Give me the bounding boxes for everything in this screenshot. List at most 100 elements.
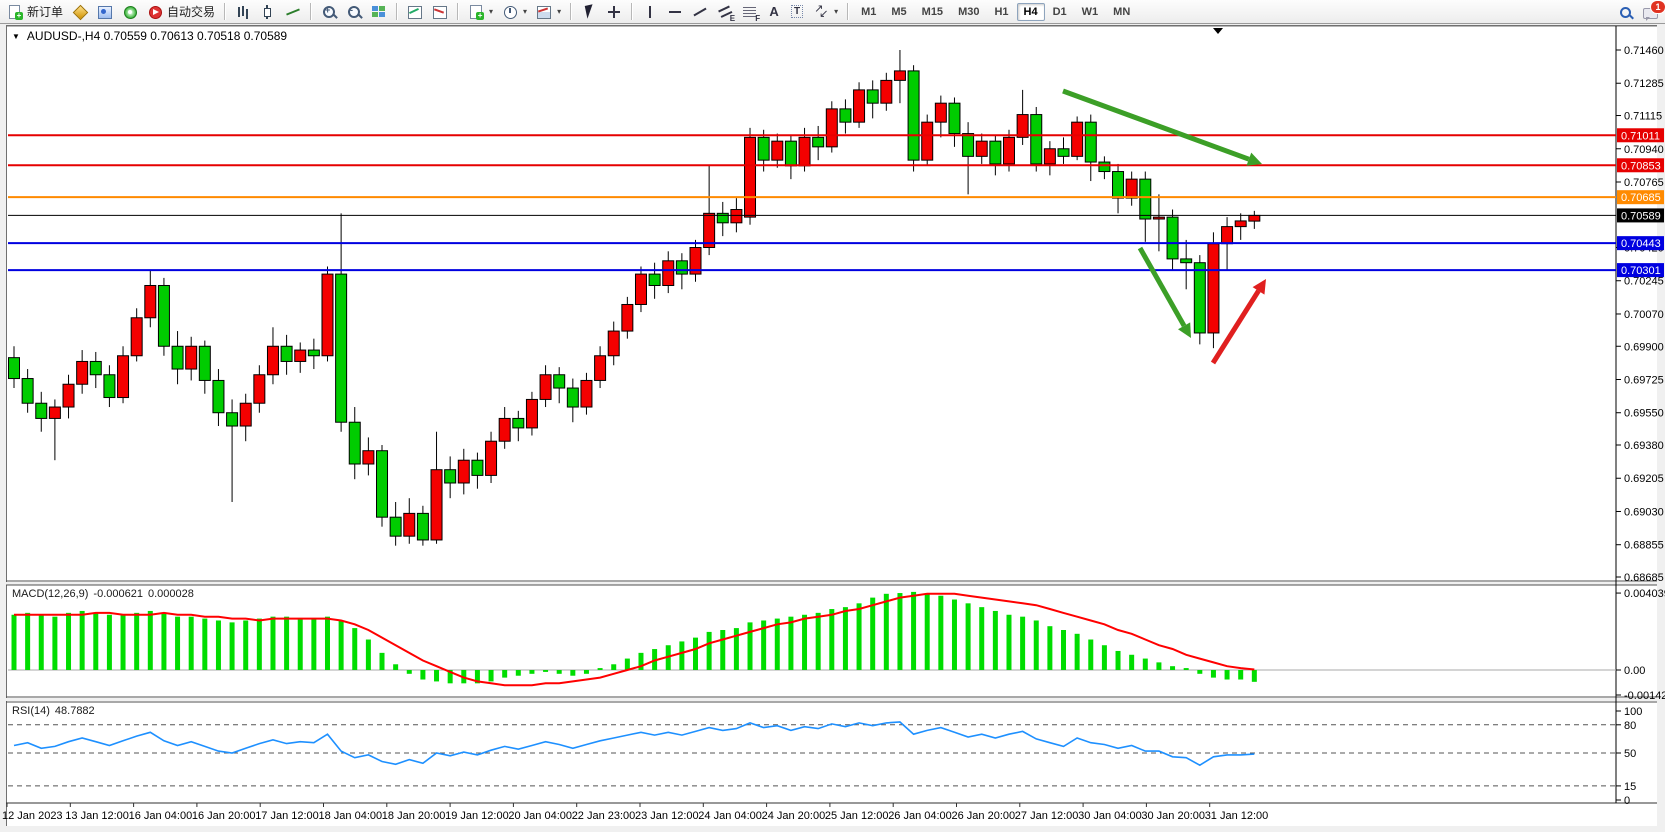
autotrading-label: 自动交易 [167,5,216,19]
crosshair-tool-button[interactable] [602,2,626,22]
macd-histogram-bar [38,614,44,670]
signals-button[interactable] [118,2,142,22]
panel-splitter[interactable] [6,582,1657,585]
candle [1207,243,1220,334]
candle [662,260,675,286]
arrow-shaft [1137,246,1187,328]
vertical-line-tool[interactable] [638,2,662,22]
search-button[interactable] [1613,2,1637,22]
candle [975,140,988,157]
autotrading-button[interactable]: 自动交易 [143,2,219,22]
bar-chart-button[interactable] [231,2,255,22]
candle [144,284,157,319]
trend-arrow[interactable] [1210,279,1266,365]
zoom-out-button[interactable]: - [342,2,366,22]
macd-histogram-bar [215,620,221,670]
candle [825,108,838,148]
time-tick-label: 18 Jan 04:00 [319,810,383,822]
candle [907,70,920,161]
price-tick-label: 0.70765 [1624,177,1664,189]
arrows-tool-dropdown[interactable]: ▾ [809,2,842,22]
scroll-anchor-icon[interactable] [1213,28,1223,34]
tab-timeframe-M5[interactable]: M5 [884,3,913,21]
chart-surface[interactable] [6,25,1657,826]
candle [321,273,334,357]
zoom-in-button[interactable]: + [317,2,341,22]
price-label-box [1617,128,1664,143]
label-tool-icon: T [791,5,804,18]
macd-histogram-bar [1197,670,1203,674]
horizontal-line-tool[interactable] [663,2,687,22]
macd-tick-label: 0.004039 [1624,588,1665,600]
macd-histogram-bar [202,618,208,670]
market-watch-icon [97,4,113,20]
macd-histogram-bar [992,610,998,670]
macd-histogram-bar [120,614,126,670]
candle [130,317,143,357]
tile-windows-button[interactable] [367,2,391,22]
price-label-box [1617,158,1664,173]
indicator-list-button[interactable] [428,2,452,22]
tab-timeframe-D1[interactable]: D1 [1046,3,1074,21]
macd-histogram-bar [1006,614,1012,670]
tab-timeframe-M1[interactable]: M1 [854,3,883,21]
arrow-shaft [1062,88,1250,162]
time-tick-label: 25 Jan 12:00 [825,810,889,822]
tab-timeframe-H1[interactable]: H1 [987,3,1015,21]
timeframe-bar: M1 M5 M15 M30 H1 H4 D1 W1 MN [854,2,1137,21]
candle [1098,161,1111,173]
chat-icon [1642,4,1658,21]
fibonacci-icon: F [742,4,760,23]
candle [403,512,416,537]
macd-histogram-bar [434,670,440,682]
panel-splitter[interactable] [6,698,1657,701]
chart-title-bar: ▼ AUDUSD-,H4 0.70559 0.70613 0.70518 0.7… [12,29,287,43]
candle [812,136,825,148]
period-dropdown[interactable]: ▾ [498,2,531,22]
macd-tick-label: -0.001424 [1624,690,1665,702]
label-tool[interactable]: T [786,2,808,22]
fibonacci-tool[interactable]: F [738,2,762,23]
market-watch-button[interactable] [93,2,117,22]
time-tick-label: 16 Jan 04:00 [129,810,193,822]
channel-tool[interactable]: E [713,2,737,23]
candle [376,450,389,518]
zoom-in-icon: + [321,4,337,20]
search-icon [1617,4,1633,20]
new-chart-dropdown[interactable]: ▾ [464,2,497,22]
arrow-shaft [1210,289,1261,365]
new-order-button[interactable]: 新订单 [3,2,67,22]
template-dropdown[interactable]: ▾ [532,2,565,22]
candle [989,140,1002,165]
macd-histogram-bar [406,670,412,674]
candlestick-chart-button[interactable] [256,2,280,22]
clock-icon [502,4,518,20]
macd-histogram-bar [624,658,630,670]
new-order-label: 新订单 [27,5,64,19]
notifications-button[interactable]: 1 [1638,0,1665,22]
trend-arrow[interactable] [1137,246,1191,338]
indicator-window-icon [407,4,423,20]
macd-histogram-bar [1061,630,1067,670]
tab-timeframe-H4[interactable]: H4 [1016,2,1045,21]
indicators-button[interactable] [403,2,427,22]
price-label-box-text: 0.70443 [1621,238,1661,250]
macd-histogram-bar [693,637,698,670]
tab-timeframe-M15[interactable]: M15 [915,3,950,21]
trend-arrow[interactable] [1062,88,1262,166]
rsi-tick-label: 50 [1624,748,1636,760]
price-tick-label: 0.70070 [1624,309,1664,321]
tab-timeframe-MN[interactable]: MN [1106,3,1137,21]
candle [8,357,20,380]
bar-chart-icon [235,4,251,20]
candle [389,516,402,537]
text-tool[interactable]: A [763,2,785,22]
tab-timeframe-W1[interactable]: W1 [1075,3,1106,21]
candle [348,421,361,465]
chart-menu-icon[interactable]: ▼ [12,31,20,41]
crosshair-icon [606,4,622,20]
candle [253,374,266,404]
tab-timeframe-M30[interactable]: M30 [951,3,986,21]
macd-histogram-bar [556,670,562,674]
